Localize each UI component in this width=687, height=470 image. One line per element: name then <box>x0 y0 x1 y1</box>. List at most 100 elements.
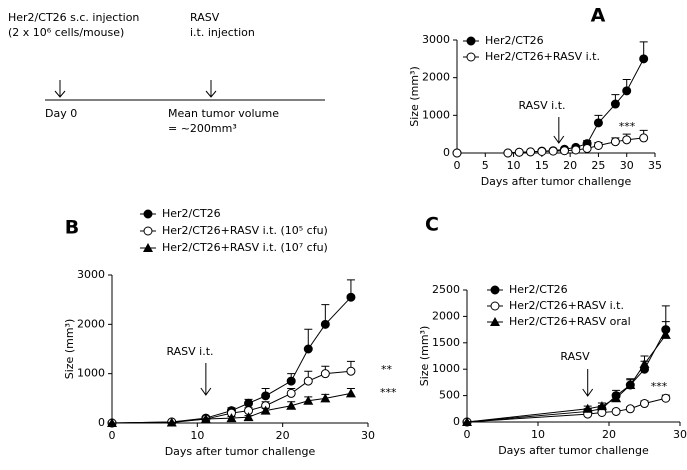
x-tick-label: 10 <box>531 428 545 441</box>
data-point <box>346 366 356 376</box>
data-point <box>286 388 296 398</box>
data-point <box>452 148 462 158</box>
annotation: RASV <box>560 350 590 363</box>
y-tick-label: 1000 <box>77 367 105 380</box>
timeline-text: Day 0 <box>45 107 77 120</box>
x-tick-label: 0 <box>464 428 471 441</box>
data-point <box>625 404 635 414</box>
annotation: *** <box>619 120 636 133</box>
x-tick-label: 30 <box>673 428 687 441</box>
data-point <box>660 329 671 339</box>
y-axis-label: Size (mm³) <box>63 319 76 380</box>
data-point <box>346 292 356 302</box>
timeline-text: i.t. injection <box>190 26 255 39</box>
legend-marker <box>143 243 153 252</box>
data-point <box>286 376 296 386</box>
data-point <box>303 344 313 354</box>
data-point <box>625 380 636 390</box>
data-point <box>611 393 622 403</box>
x-tick-label: 35 <box>648 159 662 172</box>
arrow <box>200 363 212 396</box>
legend-label: Her2/CT26 <box>162 207 221 220</box>
annotation: *** <box>651 380 668 393</box>
legend-label: Her2/CT26+RASV i.t. (10⁵ cfu) <box>162 224 328 237</box>
legend-marker <box>490 317 500 326</box>
data-point <box>503 148 513 158</box>
y-tick-label: 2000 <box>422 71 450 84</box>
y-tick-label: 0 <box>453 415 460 428</box>
data-point <box>526 147 536 157</box>
data-point <box>610 99 620 109</box>
data-point <box>345 388 356 398</box>
annotation: *** <box>380 386 397 399</box>
data-point <box>611 406 621 416</box>
data-point <box>320 369 330 379</box>
data-point <box>582 143 592 153</box>
legend-marker <box>490 301 500 311</box>
data-point <box>559 146 569 156</box>
x-axis-label: Days after tumor challenge <box>481 175 632 188</box>
y-tick-label: 2000 <box>432 309 460 322</box>
data-point <box>639 54 649 64</box>
data-point <box>243 412 254 422</box>
x-tick-label: 20 <box>276 429 290 442</box>
legend-label: Her2/CT26 <box>485 34 544 47</box>
x-tick-label: 25 <box>591 159 605 172</box>
y-tick-label: 0 <box>98 416 105 429</box>
arrow <box>553 117 565 144</box>
data-point <box>462 417 472 426</box>
y-tick-label: 2000 <box>77 317 105 330</box>
legend-marker <box>466 52 476 62</box>
legend-marker <box>466 36 476 46</box>
legend-marker <box>490 285 500 295</box>
data-point <box>303 376 313 386</box>
series-line <box>111 392 352 424</box>
x-tick-label: 5 <box>482 159 489 172</box>
data-point <box>596 401 607 411</box>
legend-label: Her2/CT26 <box>509 283 568 296</box>
legend-marker <box>143 209 153 219</box>
timeline-arrow <box>54 80 66 98</box>
timeline-text: RASV <box>190 11 220 24</box>
annotation: ** <box>381 363 393 376</box>
data-point <box>286 400 297 410</box>
x-tick-label: 20 <box>602 428 616 441</box>
timeline-text: Mean tumor volume <box>168 107 279 120</box>
data-point <box>244 398 254 408</box>
data-point <box>640 399 649 409</box>
data-point <box>303 395 314 405</box>
x-axis-label: Days after tumor challenge <box>498 444 649 457</box>
x-tick-label: 10 <box>190 429 204 442</box>
x-tick-label: 0 <box>109 429 116 442</box>
data-point <box>320 393 331 403</box>
y-tick-label: 1000 <box>432 362 460 375</box>
data-point <box>260 405 271 415</box>
timeline-text: = ~200mm³ <box>168 122 237 135</box>
legend-label: Her2/CT26+RASV i.t. <box>485 50 600 63</box>
legend-label: Her2/CT26+RASV i.t. (10⁷ cfu) <box>162 241 328 254</box>
data-point <box>537 146 547 156</box>
x-axis-label: Days after tumor challenge <box>165 445 316 458</box>
data-point <box>593 118 603 128</box>
panel-label: B <box>65 217 79 239</box>
data-point <box>261 391 271 401</box>
y-tick-label: 500 <box>439 389 460 402</box>
timeline-text: (2 x 10⁶ cells/mouse) <box>8 26 124 39</box>
x-tick-label: 20 <box>563 159 577 172</box>
x-tick-label: 0 <box>454 159 461 172</box>
y-tick-label: 1000 <box>422 108 450 121</box>
data-point <box>166 417 177 427</box>
y-tick-label: 3000 <box>77 268 105 281</box>
timeline-arrow <box>205 80 217 98</box>
arrow <box>582 369 594 397</box>
data-point <box>610 137 620 147</box>
data-point <box>639 358 650 368</box>
legend-marker <box>143 226 153 236</box>
x-tick-label: 10 <box>507 159 521 172</box>
data-point <box>639 133 649 143</box>
data-point <box>593 140 603 150</box>
x-tick-label: 15 <box>535 159 549 172</box>
data-point <box>200 414 211 424</box>
data-point <box>107 418 117 427</box>
data-point <box>226 413 237 423</box>
